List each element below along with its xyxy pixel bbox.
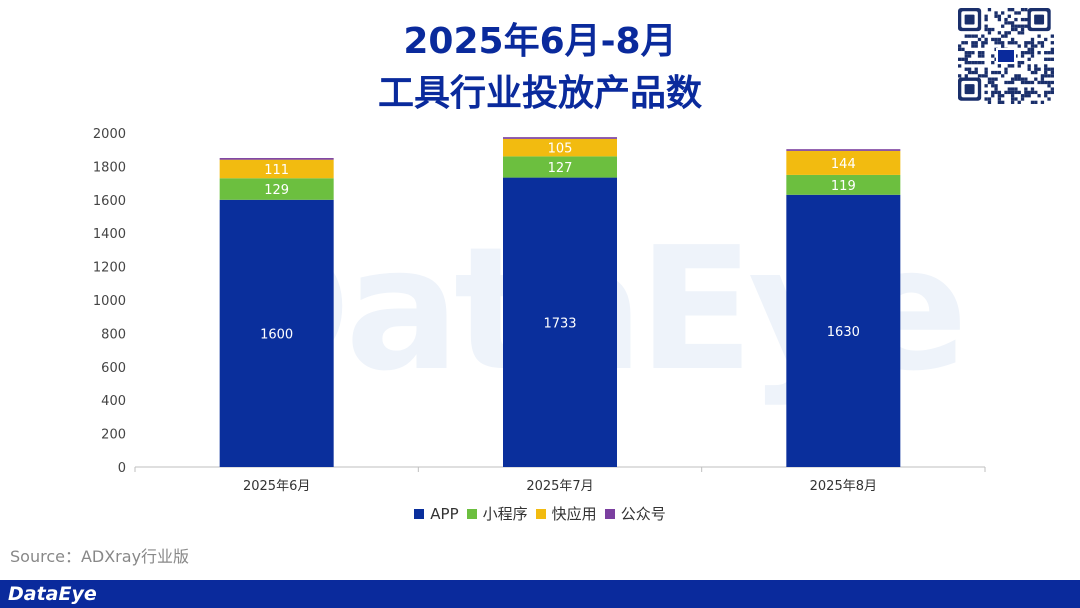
legend-swatch: [466, 509, 477, 519]
y-tick-label: 1200: [93, 261, 126, 276]
legend-item: 快应用: [535, 503, 597, 524]
y-tick-label: 1400: [93, 227, 126, 242]
bar-segment: [219, 199, 334, 468]
data-label: 129: [264, 183, 289, 198]
footer-brand-logo: DataEye: [8, 583, 97, 605]
legend-item: 小程序: [466, 503, 528, 524]
bar-segment: [503, 177, 617, 468]
legend-label: 公众号: [620, 505, 666, 523]
source-note: Source：ADXray行业版: [10, 547, 190, 566]
qr-code-icon: [958, 8, 1054, 104]
y-tick-label: 1800: [93, 160, 126, 175]
data-label: 1630: [827, 325, 860, 340]
chart-title-line2: 工具行业投放产品数: [377, 73, 702, 114]
legend-label: 小程序: [482, 505, 528, 523]
bar-segment: [219, 159, 334, 179]
data-label: 144: [831, 157, 856, 172]
y-tick-label: 200: [101, 428, 126, 443]
bar-segment: [786, 174, 901, 195]
y-tick-label: 1600: [93, 194, 126, 209]
x-tick-label: 2025年6月: [243, 479, 310, 494]
bar-segment: [219, 158, 334, 160]
legend-label: 快应用: [551, 505, 597, 523]
data-label: 111: [264, 163, 289, 178]
data-label: 1600: [260, 327, 293, 342]
chart-legend: APP 小程序 快应用 公众号: [0, 503, 1080, 524]
bar-segment: [786, 149, 901, 151]
bar-segment: [503, 137, 617, 139]
bar-segment: [503, 156, 617, 178]
legend-swatch: [414, 509, 425, 519]
y-tick-label: 0: [118, 461, 126, 476]
data-label: 119: [831, 179, 856, 194]
bar-segment: [786, 194, 901, 468]
legend-swatch: [535, 509, 546, 519]
stacked-bar-chart: 0 200 400 600 800 1000 1200 1400 1600 1800 2000 160…: [93, 127, 986, 494]
y-tick-label: 2000: [93, 127, 126, 142]
footer-bar: DataEye: [0, 580, 1080, 608]
data-label: 127: [548, 161, 573, 176]
x-tick-label: 2025年7月: [526, 479, 593, 494]
legend-swatch: [604, 509, 615, 519]
chart-title-line1: 2025年6月-8月: [403, 21, 677, 62]
data-label: 1733: [543, 316, 576, 331]
y-tick-label: 400: [101, 394, 126, 409]
y-tick-label: 600: [101, 361, 126, 376]
bar-segment: [786, 150, 901, 175]
bar-segment: [219, 178, 334, 200]
y-tick-label: 1000: [93, 294, 126, 309]
bar-segment: [503, 138, 617, 157]
legend-item: APP: [414, 505, 459, 523]
legend-item: 公众号: [604, 503, 666, 524]
legend-label: APP: [430, 505, 459, 523]
x-tick-label: 2025年8月: [810, 479, 877, 494]
data-label: 105: [548, 142, 573, 157]
y-tick-label: 800: [101, 327, 126, 342]
